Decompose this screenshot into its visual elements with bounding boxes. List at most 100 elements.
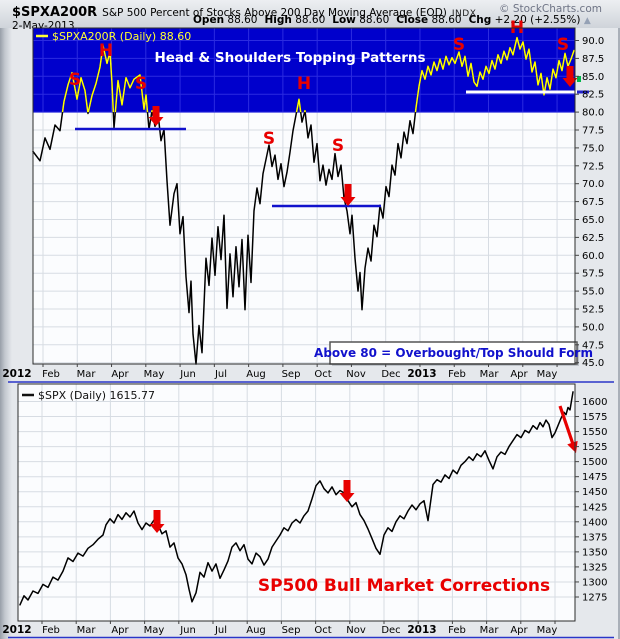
hs-letter-s-1: S	[69, 70, 81, 90]
x-tick-label: Nov	[346, 625, 366, 636]
y-tick-label: 1500	[582, 457, 607, 468]
y-tick-label: 1300	[582, 577, 607, 588]
y-tick-label: 55.0	[582, 287, 604, 298]
y-tick-label: 1375	[582, 532, 607, 543]
y-tick-label: 1550	[582, 427, 607, 438]
copyright-label: © StockCharts.com	[499, 3, 602, 15]
x-tick-label: 2012	[2, 624, 31, 636]
price-line-overbought-segment	[61, 36, 575, 113]
x-tick-label: Jul	[214, 625, 227, 636]
y-tick-label: 60.0	[582, 251, 604, 262]
x-tick-label: May	[537, 625, 558, 636]
open-value: 88.60	[227, 14, 258, 26]
ohlc-readout: Open 88.60 High 88.60 Low 88.60 Close 88.60…	[193, 14, 591, 26]
down-arrow-icon-3	[562, 66, 578, 87]
close-value: 88.60	[431, 14, 462, 26]
x-tick-label: Nov	[346, 369, 366, 380]
chg-label: Chg	[468, 14, 492, 26]
y-tick-label: 1275	[582, 592, 607, 603]
y-tick-label: 77.5	[582, 126, 604, 137]
x-tick-label: Feb	[448, 369, 466, 380]
header-quote-row: 2-May-2013 Open 88.60 High 88.60 Low 88.60…	[12, 14, 612, 32]
x-tick-label: Mar	[480, 369, 500, 380]
y-tick-label: 1575	[582, 412, 607, 423]
hs-letter-h-5: H	[297, 74, 311, 94]
y-tick-label: 87.5	[582, 54, 604, 65]
hs-letter-s-4: S	[263, 129, 275, 149]
y-tick-label: 80.0	[582, 108, 604, 119]
page-left-edge	[0, 0, 12, 639]
y-tick-label: 1350	[582, 547, 607, 558]
high-label: High	[264, 14, 292, 26]
y-tick-label: 1425	[582, 502, 607, 513]
y-tick-label: 1525	[582, 442, 607, 453]
x-tick-label: May	[537, 369, 558, 380]
y-tick-label: 82.5	[582, 90, 604, 101]
high-value: 88.60	[295, 14, 326, 26]
y-tick-label: 70.0	[582, 179, 604, 190]
x-tick-label: Oct	[314, 369, 331, 380]
x-tick-label: 2012	[2, 368, 31, 380]
price-line-spx	[19, 391, 574, 606]
x-tick-label: Dec	[381, 369, 400, 380]
exchange-label: INDX	[451, 9, 477, 19]
hs-letter-s-3: S	[135, 74, 147, 94]
chart-spx: SP500 Bull Market Corrections $SPX (Daily…	[2, 383, 607, 636]
x-tick-label: Feb	[42, 369, 60, 380]
corrections-annotation: SP500 Bull Market Corrections	[258, 576, 550, 596]
y-tick-label: 75.0	[582, 143, 604, 154]
down-arrow-icon-2	[339, 480, 355, 502]
y-tick-label: 72.5	[582, 161, 604, 172]
down-arrow-icon-1	[149, 510, 165, 533]
y-tick-label: 1475	[582, 472, 607, 483]
x-tick-label: May	[144, 369, 165, 380]
y-tick-label: 65.0	[582, 215, 604, 226]
overbought-callout-text: Above 80 = Overbought/Top Should Form	[314, 346, 593, 360]
x-tick-label: Aug	[246, 625, 266, 636]
hs-letter-h-2: H	[99, 41, 113, 61]
y-tick-label: 62.5	[582, 233, 604, 244]
x-tick-label: Jun	[179, 625, 196, 636]
x-tick-label: Feb	[448, 625, 466, 636]
x-tick-label: Mar	[480, 625, 500, 636]
x-tick-label: Sep	[282, 625, 301, 636]
up-triangle-icon: ▲	[583, 16, 591, 26]
x-tick-label: Apr	[510, 625, 528, 636]
x-tick-label: Oct	[314, 625, 331, 636]
low-label: Low	[332, 14, 356, 26]
x-tick-label: May	[144, 625, 165, 636]
page-right-edge	[618, 0, 620, 639]
y-tick-label: 47.5	[582, 340, 604, 351]
x-tick-label: Aug	[246, 369, 266, 380]
down-arrow-icon-2	[340, 184, 356, 206]
legend-label-spxa200r: $SPXA200R (Daily) 88.60	[52, 30, 191, 43]
x-tick-label: Jun	[179, 369, 196, 380]
low-value: 88.60	[359, 14, 390, 26]
x-tick-label: Jul	[214, 369, 227, 380]
ticker-symbol: $SPXA200R	[12, 5, 98, 20]
y-tick-label: 1450	[582, 487, 607, 498]
close-label: Close	[396, 14, 429, 26]
hs-pattern-title: Head & Shoulders Topping Patterns	[154, 50, 425, 66]
green-axis-tick	[577, 76, 581, 82]
y-tick-label: 50.0	[582, 322, 604, 333]
x-tick-label: Dec	[381, 625, 400, 636]
header-title-row: $SPXA200R S&P 500 Percent of Stocks Above…	[12, 1, 612, 20]
hs-letter-s-7: S	[453, 35, 465, 55]
y-tick-label: 85.0	[582, 72, 604, 83]
x-tick-label: Mar	[77, 625, 97, 636]
open-label: Open	[193, 14, 225, 26]
x-tick-label: Apr	[111, 625, 129, 636]
y-tick-label: 90.0	[582, 36, 604, 47]
x-tick-label: Sep	[282, 369, 301, 380]
y-tick-label: 1325	[582, 562, 607, 573]
hs-letter-s-9: S	[557, 35, 569, 55]
x-tick-label: Apr	[510, 369, 528, 380]
y-tick-label: 45.0	[582, 358, 604, 369]
y-tick-label: 67.5	[582, 197, 604, 208]
y-tick-label: 52.5	[582, 305, 604, 316]
x-tick-label: Mar	[77, 369, 97, 380]
